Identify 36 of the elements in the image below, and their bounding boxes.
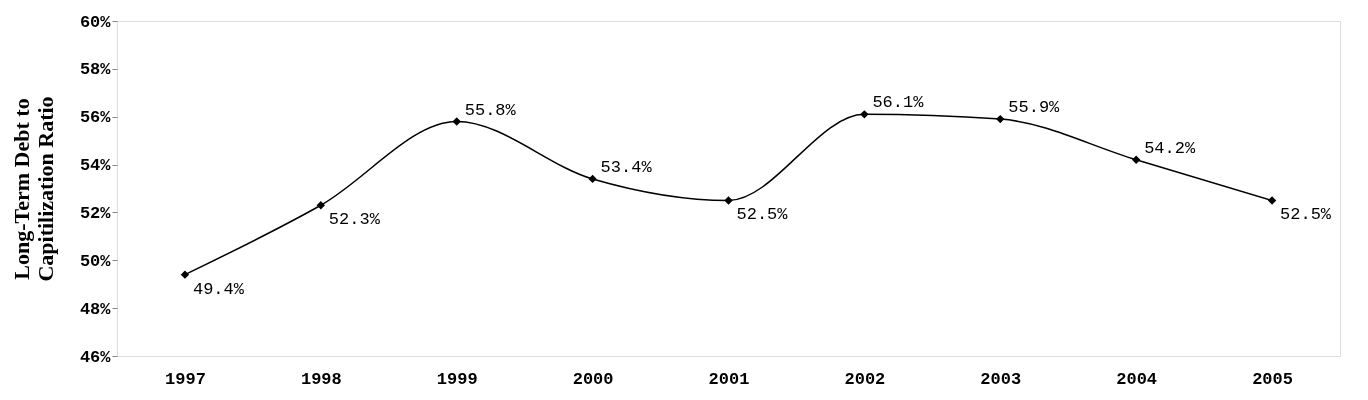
point [1131, 155, 1141, 164]
x-tick-label: 2005 [1252, 369, 1293, 389]
y-axis-title: Long-Term Debt to Capitilization Ratio [8, 96, 58, 282]
x-tick-label: 1999 [436, 369, 478, 389]
data-label: 55.8% [464, 100, 517, 120]
point [724, 196, 733, 205]
point [180, 270, 190, 279]
point [588, 174, 597, 184]
x-tick-label: 2001 [708, 369, 750, 389]
data-label: 52.5% [736, 205, 789, 225]
y-tick-label: 60% [79, 12, 112, 32]
y-tick-label: 56% [79, 108, 112, 128]
data-label: 52.5% [1280, 205, 1332, 225]
y-tick-label: 58% [79, 60, 112, 80]
data-label: 55.9% [1008, 98, 1061, 118]
point [996, 114, 1005, 124]
x-tick-label: 2003 [980, 369, 1022, 389]
data-label: 56.1% [872, 93, 925, 113]
point [452, 117, 461, 126]
point [1267, 196, 1277, 205]
y-tick-label: 52% [79, 203, 112, 223]
x-tick-label: 2004 [1116, 369, 1158, 389]
x-tick-label: 1997 [165, 369, 206, 389]
y-tick-label: 46% [79, 347, 112, 367]
data-label: 53.4% [600, 157, 653, 177]
point [316, 201, 326, 210]
x-tick-label: 2000 [572, 369, 614, 389]
data-label: 49.4% [192, 279, 245, 299]
x-tick-label: 1998 [300, 369, 342, 389]
y-tick-label: 48% [79, 299, 112, 319]
x-tick-label: 2002 [844, 369, 886, 389]
data-label: 52.3% [328, 210, 381, 230]
y-tick-label: 50% [79, 251, 112, 271]
point [860, 110, 869, 119]
data-label: 54.2% [1144, 138, 1196, 158]
y-tick-label: 54% [79, 156, 112, 176]
